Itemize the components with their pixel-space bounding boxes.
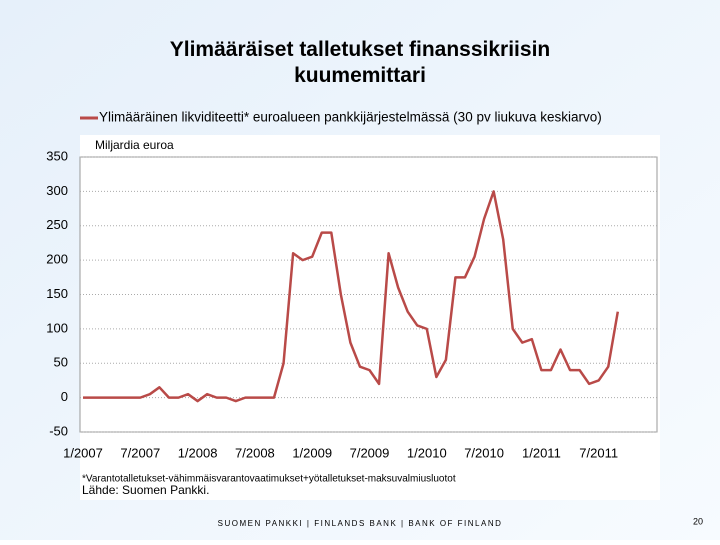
y-tick-label: 150 (46, 286, 68, 301)
footer: SUOMEN PANKKI | FINLANDS BANK | BANK OF … (218, 519, 503, 528)
x-tick-label: 1/2011 (522, 445, 561, 460)
x-tick-label: 7/2008 (235, 445, 275, 460)
y-tick-label: 350 (46, 148, 68, 163)
x-tick-label: 1/2010 (407, 445, 447, 460)
legend-label: Ylimääräinen likviditeetti* euroalueen p… (99, 110, 602, 125)
x-tick-label: 7/2007 (120, 445, 160, 460)
footnote: *Varantotalletukset-vähimmäisvarantovaat… (82, 474, 456, 485)
y-tick-label: 200 (46, 252, 68, 267)
chart-title: Ylimääräiset talletukset finanssikriisin… (170, 38, 551, 87)
y-tick-label: 250 (46, 217, 68, 232)
x-tick-label: 7/2011 (579, 445, 618, 460)
chart-area (80, 135, 660, 500)
page-number: 20 (693, 516, 703, 526)
y-tick-label: 300 (46, 183, 68, 198)
y-tick-label: 100 (46, 320, 68, 335)
source: Lähde: Suomen Pankki. (82, 483, 209, 497)
data-line (83, 190, 620, 403)
y-tick-label: -50 (49, 423, 68, 438)
x-tick-label: 1/2008 (178, 445, 218, 460)
y-tick-label: 50 (54, 355, 68, 370)
x-tick-label: 1/2009 (292, 445, 332, 460)
x-tick-label: 1/2007 (63, 445, 103, 460)
x-tick-label: 7/2010 (464, 445, 504, 460)
y-tick-label: 0 (61, 389, 68, 404)
y-axis-title: Miljardia euroa (95, 138, 174, 152)
x-tick-label: 7/2009 (350, 445, 390, 460)
